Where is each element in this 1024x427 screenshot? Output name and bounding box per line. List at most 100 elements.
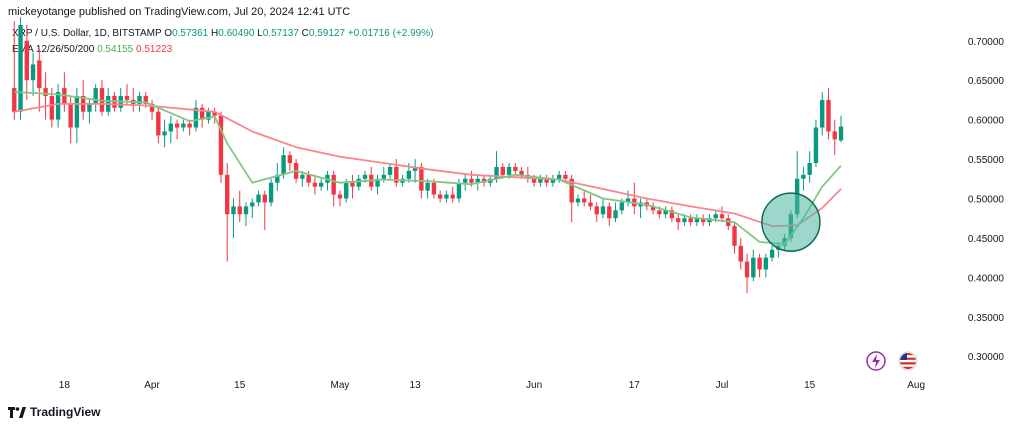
x-tick-label: 13 — [410, 380, 422, 391]
candle — [43, 72, 48, 120]
candle — [318, 178, 324, 191]
candle — [394, 159, 399, 187]
candle-body — [218, 115, 224, 175]
brand-name: TradingView — [30, 405, 101, 419]
candle-body — [556, 174, 562, 179]
candle — [381, 166, 386, 183]
candle — [632, 182, 637, 215]
candle — [162, 119, 167, 148]
candle-body — [619, 202, 624, 211]
candle-body — [544, 178, 549, 183]
highlight-circle — [761, 192, 821, 252]
candle — [181, 119, 186, 132]
candle — [206, 107, 211, 124]
candle — [644, 198, 650, 211]
candle-body — [168, 123, 174, 132]
candle-body — [525, 174, 531, 179]
candle-body — [237, 206, 242, 215]
candle-body — [688, 218, 693, 223]
y-tick-label: 0.60000 — [968, 116, 1005, 127]
candle — [212, 107, 217, 124]
candle-body — [387, 166, 393, 175]
x-tick-label: Apr — [144, 380, 160, 391]
candle-body — [744, 261, 750, 278]
candle — [243, 202, 249, 227]
tradingview-footer[interactable]: TradingView — [8, 405, 100, 419]
candle — [544, 174, 549, 187]
candle-body — [726, 218, 731, 227]
candle-body — [776, 245, 781, 250]
candle — [80, 80, 86, 120]
candle — [663, 206, 668, 219]
candle — [732, 222, 737, 254]
candle-body — [538, 178, 543, 183]
candle-body — [594, 206, 599, 215]
candle — [55, 84, 61, 128]
candle-body — [281, 155, 286, 175]
candle-body — [375, 178, 380, 187]
candle-body — [575, 198, 581, 203]
candle-body — [450, 194, 455, 199]
candles-layer — [12, 17, 844, 294]
candle — [275, 163, 280, 191]
x-tick-label: Jul — [716, 380, 729, 391]
ema-legend: EMA 12/26/50/200 0.54155 0.51223 — [12, 44, 172, 55]
candle-body — [588, 202, 593, 207]
candle-body — [513, 166, 518, 171]
candle-body — [212, 111, 217, 116]
candle — [801, 166, 806, 191]
candle — [701, 214, 706, 227]
candle — [826, 88, 831, 140]
candle — [613, 202, 618, 223]
candle-body — [162, 131, 167, 136]
candle-body — [193, 107, 199, 128]
candle — [375, 174, 380, 195]
candle-body — [419, 166, 424, 191]
candle — [49, 88, 55, 128]
candle — [794, 151, 800, 219]
candle-body — [456, 182, 462, 199]
candle — [337, 190, 343, 207]
price-axis: 0.70000 0.65000 0.60000 0.55000 0.50000 0.450… — [968, 37, 1005, 363]
candle-body — [500, 166, 505, 175]
candle-body — [325, 174, 330, 183]
lightning-icon[interactable] — [866, 351, 886, 371]
candle — [400, 174, 405, 187]
candle — [607, 202, 612, 227]
candle-body — [112, 95, 117, 108]
flag-icon[interactable] — [898, 351, 918, 371]
candle-body — [37, 60, 42, 89]
candle-body — [331, 174, 336, 195]
candle — [419, 163, 424, 199]
candle-body — [425, 182, 430, 191]
candle-body — [187, 123, 192, 128]
candle — [820, 92, 825, 136]
candle-body — [312, 182, 318, 187]
candle — [738, 237, 743, 270]
candle — [237, 190, 242, 223]
candle — [369, 166, 374, 191]
candle — [350, 174, 355, 199]
candle-body — [350, 182, 355, 187]
candle-body — [738, 245, 743, 262]
ema-label[interactable]: EMA 12/26/50/200 — [12, 44, 95, 55]
candle — [669, 206, 675, 223]
y-tick-label: 0.30000 — [968, 352, 1005, 363]
candle-body — [788, 214, 794, 238]
candle-body — [131, 99, 136, 104]
candle-body — [124, 95, 130, 100]
symbol-label[interactable]: XRP / U.S. Dollar, 1D, BITSTAMP — [12, 28, 162, 39]
candle-body — [826, 99, 831, 132]
candle-body — [657, 210, 662, 215]
candle — [406, 163, 412, 183]
candle — [450, 186, 455, 203]
candle-body — [751, 257, 756, 278]
candle-body — [701, 218, 706, 223]
candle — [362, 170, 368, 183]
candle-body — [569, 178, 574, 203]
candle — [475, 174, 480, 191]
candle — [469, 170, 474, 187]
x-tick-label: 18 — [59, 380, 71, 391]
candle — [719, 206, 725, 223]
